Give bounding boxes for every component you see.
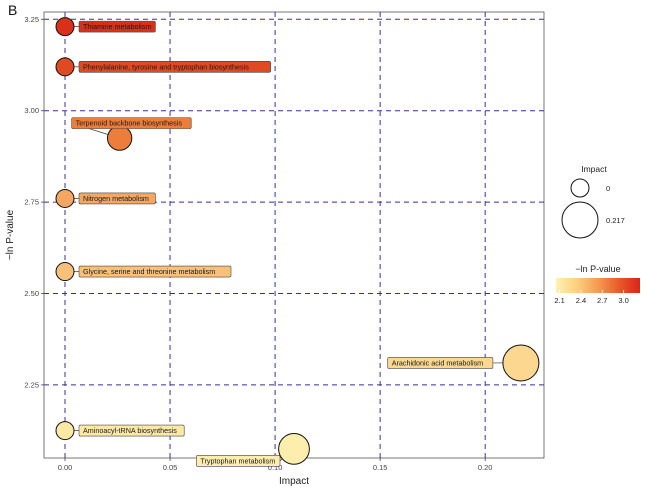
- panel-label: B: [8, 2, 18, 18]
- point-label-box-0: [78, 20, 156, 33]
- point-label-box-2: [71, 117, 192, 129]
- point-label-3: Nitrogen metabolism: [83, 194, 149, 203]
- bubble-0: [55, 17, 75, 37]
- axes: 0.00 0.05 0.10 0.15 0.20 2.25 2.50 2.75 3.00 3.25: [24, 15, 492, 472]
- bubbles: [55, 17, 540, 465]
- x-tick-label-0: 0.00: [58, 463, 73, 472]
- point-label-5: Arachidonic acid metabolism: [392, 358, 483, 367]
- color-legend-tick-label-3: 3.0: [618, 296, 628, 305]
- point-label-1: Phenylalanine, tyrosine and tryptophan b…: [83, 62, 249, 71]
- point-label-box-1: [78, 61, 271, 73]
- color-legend-tick-label-0: 2.1: [554, 296, 564, 305]
- point-label-box-5: [387, 357, 494, 369]
- bubble-3: [55, 188, 75, 208]
- color-legend-bar: [556, 278, 640, 293]
- size-legend-circle-0: [570, 178, 590, 198]
- color-legend-title: −ln P-value: [575, 264, 620, 274]
- point-label-4: Glycine, serine and threonine metabolism: [83, 267, 215, 276]
- point-label-0: Thiamine metabolism: [83, 22, 151, 31]
- point-labels: Thiamine metabolism Phenylalanine, tyrosi…: [71, 20, 494, 467]
- color-legend-tick-label-1: 2.4: [576, 296, 586, 305]
- y-tick-label-2: 2.75: [24, 198, 39, 207]
- y-tick-label-4: 3.25: [24, 15, 39, 24]
- point-label-6: Aminoacyl-tRNA biosynthesis: [83, 426, 177, 435]
- y-axis-title: −ln P-value: [5, 209, 16, 260]
- point-label-box-3: [78, 192, 156, 205]
- x-tick-label-2: 0.10: [268, 463, 283, 472]
- color-legend-tick-label-2: 2.7: [597, 296, 607, 305]
- point-label-7: Tryptophan metabolism: [200, 456, 275, 465]
- size-legend-label-0: 0: [606, 184, 610, 193]
- bubble-1: [55, 57, 75, 77]
- x-axis-title: Impact: [279, 476, 309, 487]
- plot-background: [43, 11, 545, 459]
- bubble-5: [502, 344, 540, 382]
- x-tick-label-3: 0.15: [373, 463, 388, 472]
- bubble-4: [55, 262, 75, 282]
- point-label-box-4: [78, 265, 232, 278]
- size-legend-label-1: 0.217: [606, 216, 625, 225]
- size-legend-title: Impact: [581, 164, 607, 174]
- legend: Impact 0 0.217 −ln P-value 2.1 2.4 2.7 3.0: [554, 164, 640, 305]
- bubble-6: [55, 421, 75, 441]
- y-tick-label-3: 3.00: [24, 106, 39, 115]
- x-tick-label-4: 0.20: [478, 463, 493, 472]
- x-tick-label-1: 0.05: [163, 463, 178, 472]
- y-tick-label-0: 2.25: [24, 380, 39, 389]
- size-legend-circle-1: [561, 201, 599, 239]
- y-tick-label-1: 2.50: [24, 289, 39, 298]
- plot-frame: [43, 11, 545, 459]
- point-label-box-7: [196, 455, 281, 467]
- point-label-box-6: [78, 424, 185, 437]
- bubble-7: [278, 432, 310, 465]
- bubble-2: [106, 125, 133, 151]
- point-label-2: Terpenoid backbone biosynthesis: [76, 119, 183, 128]
